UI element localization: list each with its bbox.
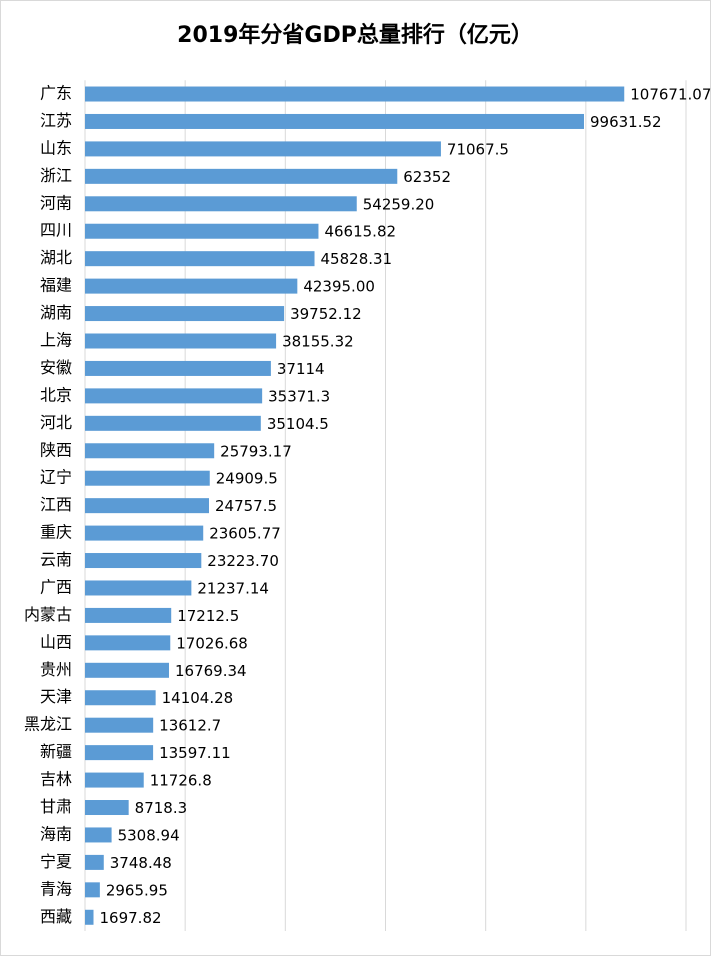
bar	[85, 553, 202, 569]
y-tick-label: 安徽	[40, 358, 72, 377]
bar	[85, 388, 263, 404]
y-tick-label: 河北	[40, 413, 72, 432]
data-label: 24909.5	[216, 470, 278, 488]
data-label: 25793.17	[220, 442, 292, 460]
bar	[85, 854, 104, 870]
data-label: 71067.5	[447, 140, 509, 158]
bar	[85, 306, 285, 322]
data-label: 5308.94	[118, 826, 180, 844]
y-tick-label: 福建	[40, 276, 72, 295]
y-tick-label: 西藏	[40, 907, 72, 926]
bar	[85, 470, 210, 486]
data-label: 1697.82	[100, 909, 162, 927]
data-label: 14104.28	[162, 689, 234, 707]
y-tick-label: 上海	[40, 330, 72, 349]
data-label: 2965.95	[106, 881, 168, 899]
data-label: 35104.5	[267, 415, 329, 433]
bar	[85, 745, 154, 761]
bar	[85, 498, 209, 514]
y-tick-label: 湖北	[40, 248, 72, 267]
data-label: 42395.00	[303, 278, 375, 296]
data-label: 62352	[403, 168, 451, 186]
bar	[85, 86, 625, 102]
data-label: 13597.11	[159, 744, 231, 762]
bar	[85, 909, 94, 925]
bar	[85, 827, 112, 843]
bar	[85, 333, 277, 349]
y-tick-label: 贵州	[40, 660, 72, 679]
data-label: 45828.31	[321, 250, 393, 268]
bar	[85, 360, 271, 376]
y-tick-label: 江西	[40, 495, 72, 514]
y-tick-label: 新疆	[40, 742, 72, 761]
y-tick-label: 广东	[40, 84, 72, 103]
bar	[85, 882, 100, 898]
bar	[85, 607, 172, 623]
y-tick-label: 海南	[40, 824, 72, 843]
bar	[85, 717, 154, 733]
bar	[85, 223, 319, 239]
data-label: 13612.7	[159, 717, 221, 735]
y-tick-label: 天津	[40, 687, 72, 706]
bar	[85, 168, 398, 184]
bar	[85, 415, 261, 431]
y-tick-label: 山西	[40, 632, 72, 651]
data-label: 37114	[277, 360, 325, 378]
data-label: 8718.3	[135, 799, 188, 817]
data-label: 35371.3	[268, 387, 330, 405]
data-label: 17212.5	[177, 607, 239, 625]
data-label: 23223.70	[207, 552, 279, 570]
data-label: 21237.14	[197, 579, 269, 597]
data-label: 24757.5	[215, 497, 277, 515]
data-label: 46615.82	[324, 223, 396, 241]
data-label: 107671.07	[630, 86, 711, 104]
y-tick-label: 宁夏	[40, 852, 72, 871]
y-tick-label: 内蒙古	[24, 605, 72, 624]
data-label: 3748.48	[110, 854, 172, 872]
y-tick-label: 江苏	[40, 111, 72, 130]
bar	[85, 196, 357, 212]
data-label: 16769.34	[175, 662, 247, 680]
bar	[85, 800, 129, 816]
bar	[85, 141, 441, 157]
y-tick-label: 浙江	[40, 166, 72, 185]
bar	[85, 662, 169, 678]
y-tick-label: 陕西	[40, 440, 72, 459]
bar	[85, 580, 192, 596]
y-tick-label: 青海	[40, 879, 72, 898]
y-tick-label: 重庆	[40, 523, 72, 542]
y-tick-label: 黑龙江	[24, 715, 72, 734]
chart-title: 2019年分省GDP总量排行（亿元）	[177, 22, 533, 48]
y-tick-label: 四川	[40, 221, 72, 240]
data-label: 38155.32	[282, 332, 354, 350]
data-label: 39752.12	[290, 305, 362, 323]
y-tick-label: 甘肃	[40, 797, 72, 816]
data-label: 23605.77	[209, 525, 281, 543]
y-tick-label: 湖南	[40, 303, 72, 322]
y-tick-label: 北京	[40, 385, 72, 404]
y-tick-label: 河南	[40, 193, 72, 212]
bar	[85, 251, 315, 267]
bar	[85, 635, 171, 651]
bar	[85, 443, 215, 459]
y-tick-label: 辽宁	[40, 468, 72, 487]
bar	[85, 690, 156, 706]
data-label: 11726.8	[150, 772, 212, 790]
data-label: 54259.20	[363, 195, 435, 213]
bar	[85, 772, 144, 788]
data-label: 99631.52	[590, 113, 662, 131]
y-tick-label: 云南	[40, 550, 72, 569]
data-label: 17026.68	[176, 634, 248, 652]
bar	[85, 525, 204, 541]
bar	[85, 113, 584, 129]
y-tick-label: 广西	[40, 577, 72, 596]
y-tick-label: 山东	[40, 138, 72, 157]
bar	[85, 278, 298, 294]
y-tick-label: 吉林	[40, 770, 72, 789]
